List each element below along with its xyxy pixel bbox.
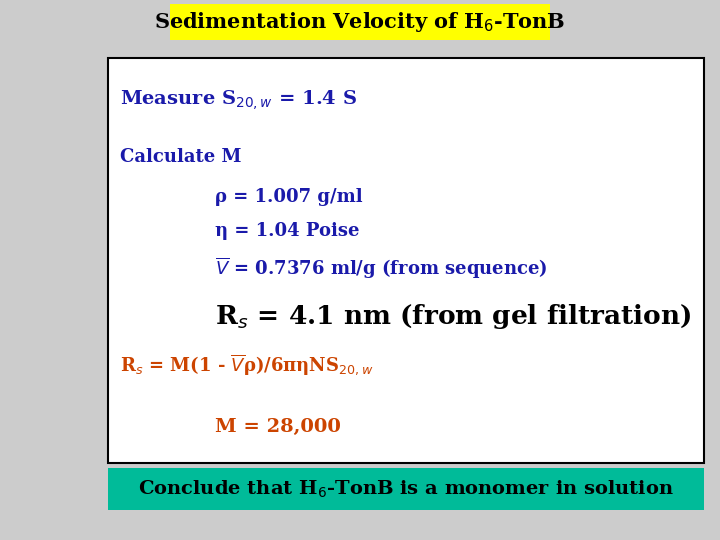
Text: R$_s$ = M(1 - $\overline{V}$ρ)/6πηNS$_{20,w}$: R$_s$ = M(1 - $\overline{V}$ρ)/6πηNS$_{2…	[120, 353, 374, 378]
Text: η = 1.04 Poise: η = 1.04 Poise	[215, 222, 359, 240]
Text: M = 28,000: M = 28,000	[215, 418, 341, 436]
Text: Sedimentation Velocity of H$_6$-TonB: Sedimentation Velocity of H$_6$-TonB	[154, 10, 566, 34]
FancyBboxPatch shape	[170, 4, 550, 40]
Text: Conclude that H$_6$-TonB is a monomer in solution: Conclude that H$_6$-TonB is a monomer in…	[138, 478, 674, 500]
Text: Measure S$_{20,w}$ = 1.4 S: Measure S$_{20,w}$ = 1.4 S	[120, 88, 357, 112]
Text: Calculate M: Calculate M	[120, 148, 241, 166]
FancyBboxPatch shape	[108, 468, 704, 510]
Text: ρ = 1.007 g/ml: ρ = 1.007 g/ml	[215, 188, 363, 206]
Text: R$_s$ = 4.1 nm (from gel filtration): R$_s$ = 4.1 nm (from gel filtration)	[215, 302, 692, 331]
Text: $\overline{V}$ = 0.7376 ml/g (from sequence): $\overline{V}$ = 0.7376 ml/g (from seque…	[215, 256, 547, 281]
FancyBboxPatch shape	[108, 58, 704, 463]
